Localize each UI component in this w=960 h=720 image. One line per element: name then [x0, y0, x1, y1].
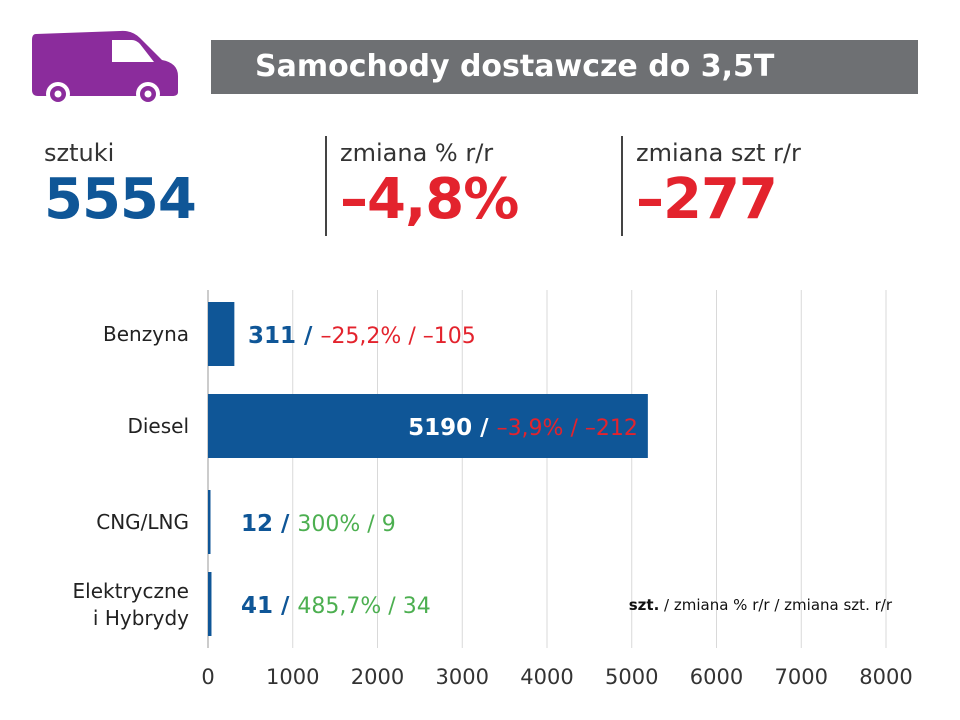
category-label: Benzyna [103, 322, 189, 346]
bar-value-count: 41 / [241, 593, 297, 619]
bar-value-label: 12 / 300% / 9 [241, 511, 396, 537]
stat-percent-change-label: zmiana % r/r [340, 139, 494, 167]
category-label: Diesel [127, 414, 189, 438]
x-tick-label: 0 [201, 665, 214, 689]
stat-units-value: 5554 [44, 167, 197, 232]
category-label-line: Diesel [127, 414, 189, 438]
stat-units: sztuki 5554 [44, 138, 197, 232]
bar [208, 490, 211, 554]
chart-bars: 311 / –25,2% / –105 5190 / –3,9% / –212 12… [208, 302, 648, 636]
stat-units-change: zmiana szt r/r –277 [636, 138, 801, 232]
chart-legend-note: szt. / zmiana % r/r / zmiana szt. r/r [629, 596, 893, 614]
x-tick-label: 2000 [351, 665, 404, 689]
fuel-bar-chart: 311 / –25,2% / –105 5190 / –3,9% / –212 12… [73, 290, 913, 689]
category-label: Elektryczne i Hybrydy [73, 579, 190, 630]
page-title: Samochody dostawcze do 3,5T [211, 40, 918, 94]
bar-value-label: 41 / 485,7% / 34 [241, 593, 431, 619]
stat-units-change-value: –277 [636, 167, 778, 232]
van-icon [32, 30, 178, 106]
category-label-line: Benzyna [103, 322, 189, 346]
stat-divider [325, 136, 327, 236]
bar-value-label: 311 / –25,2% / –105 [248, 323, 476, 349]
bar-value-change: 300% / 9 [297, 512, 395, 537]
category-label-line: i Hybrydy [93, 606, 189, 630]
bar-value-count: 12 / [241, 511, 297, 537]
bar [208, 394, 648, 458]
stat-percent-change-value: –4,8% [340, 167, 519, 232]
stat-percent-change: zmiana % r/r –4,8% [340, 138, 519, 232]
bar-value-change: 485,7% / 34 [297, 594, 430, 619]
chart-axis: 0 1000 2000 3000 4000 5000 6000 7000 8000 Benzyna… [73, 322, 913, 689]
bar-value-change: –25,2% / –105 [320, 324, 475, 349]
bar-value-count: 5190 / [408, 415, 496, 441]
legend-note-rest: / zmiana % r/r / zmiana szt. r/r [659, 596, 893, 614]
category-label-line: CNG/LNG [96, 510, 189, 534]
legend-note-bold: szt. [629, 596, 660, 614]
x-tick-label: 7000 [775, 665, 828, 689]
bar [208, 572, 212, 636]
category-label-line: Elektryczne [73, 579, 189, 603]
stat-divider [621, 136, 623, 236]
chart-grid [207, 290, 887, 648]
bar-value-label: 5190 / –3,9% / –212 [408, 415, 638, 441]
x-tick-label: 4000 [520, 665, 573, 689]
bar-value-change: –3,9% / –212 [497, 416, 638, 441]
x-tick-label: 3000 [436, 665, 489, 689]
stat-units-label: sztuki [44, 139, 115, 167]
van-window [112, 40, 154, 62]
x-tick-label: 8000 [859, 665, 912, 689]
x-tick-label: 5000 [605, 665, 658, 689]
bar [208, 302, 235, 366]
bar-value-count: 311 / [248, 323, 320, 349]
x-tick-label: 6000 [690, 665, 743, 689]
x-tick-label: 1000 [266, 665, 319, 689]
category-label: CNG/LNG [96, 510, 189, 534]
stat-units-change-label: zmiana szt r/r [636, 139, 801, 167]
